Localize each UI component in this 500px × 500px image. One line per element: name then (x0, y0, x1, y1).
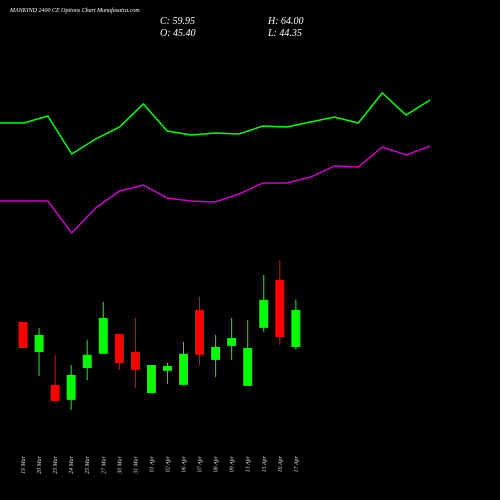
x-tick-label: 01 Apr (149, 455, 155, 472)
x-tick-label: 20 Mar (37, 455, 43, 473)
x-tick-label: 27 Mar (101, 455, 107, 473)
x-tick-label: 06 Apr (182, 455, 188, 472)
candle-body (243, 347, 253, 386)
x-tick-label: 19 Mar (21, 455, 27, 473)
candle-body (227, 338, 237, 346)
candle-body (130, 352, 140, 370)
candle-body (50, 384, 60, 401)
candle-body (291, 309, 301, 347)
low-label: L: 44.35 (267, 28, 302, 39)
candle-body (275, 279, 285, 337)
x-tick-label: 07 Apr (198, 455, 204, 472)
x-tick-label: 08 Apr (214, 455, 220, 472)
open-label: O: 45.40 (160, 28, 196, 39)
chart-title: MANKIND 2400 CE Options Chart Munafasutr… (9, 7, 140, 14)
x-tick-label: 17 Apr (294, 455, 300, 472)
candle-body (259, 299, 269, 328)
candle-body (34, 334, 44, 353)
candle-body (146, 364, 156, 393)
candle-body (98, 317, 108, 354)
candle-body (114, 333, 124, 363)
x-tick-label: 09 Apr (230, 455, 236, 472)
x-tick-label: 25 Mar (85, 455, 91, 473)
candle-body (66, 374, 76, 400)
candle-body (179, 353, 188, 385)
x-tick-label: 02 Apr (165, 455, 171, 472)
x-tick-label: 24 Mar (68, 455, 75, 473)
high-label: H: 64.00 (267, 16, 304, 27)
x-tick-label: 23 Mar (53, 455, 59, 473)
candle-body (18, 321, 28, 348)
candle-body (82, 354, 92, 369)
close-label: C: 59.95 (160, 16, 195, 27)
indicator-line (0, 91, 431, 156)
candle-body (211, 346, 221, 360)
candle-body (195, 309, 205, 355)
indicator-line (0, 145, 431, 235)
x-tick-label: 16 Apr (278, 455, 284, 472)
candle-body (162, 366, 172, 371)
x-tick-label: 15 Apr (262, 455, 268, 472)
x-tick-label: 13 Apr (246, 455, 252, 472)
x-tick-label: 31 Mar (133, 455, 139, 474)
x-tick-label: 30 Mar (117, 455, 123, 474)
